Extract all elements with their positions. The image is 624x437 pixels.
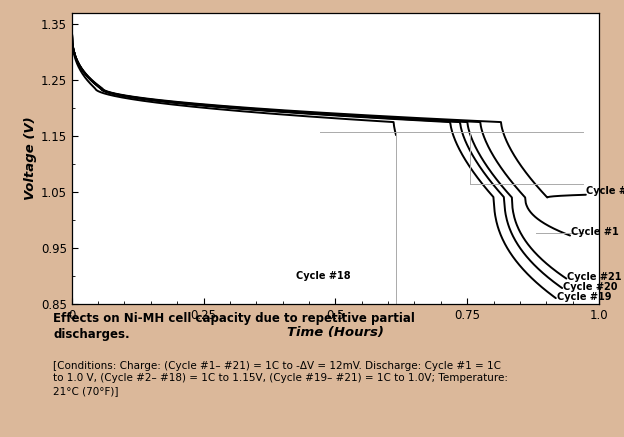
Text: Cycle #2: Cycle #2 xyxy=(587,186,624,196)
Text: Effects on Ni-MH cell capacity due to repetitive partial
discharges.: Effects on Ni-MH cell capacity due to re… xyxy=(53,312,415,341)
Text: Cycle #19: Cycle #19 xyxy=(557,292,612,302)
Text: [Conditions: Charge: (Cycle #1– #21) = 1C to -ΔV = 12mV. Discharge: Cycle #1 = 1: [Conditions: Charge: (Cycle #1– #21) = 1… xyxy=(53,361,508,396)
Text: Cycle #18: Cycle #18 xyxy=(296,271,351,281)
Y-axis label: Voltage (V): Voltage (V) xyxy=(24,117,37,200)
Text: Cycle #20: Cycle #20 xyxy=(563,282,618,292)
X-axis label: Time (Hours): Time (Hours) xyxy=(287,326,384,339)
Text: Cycle #21: Cycle #21 xyxy=(567,272,622,282)
Text: Cycle #1: Cycle #1 xyxy=(571,227,619,237)
